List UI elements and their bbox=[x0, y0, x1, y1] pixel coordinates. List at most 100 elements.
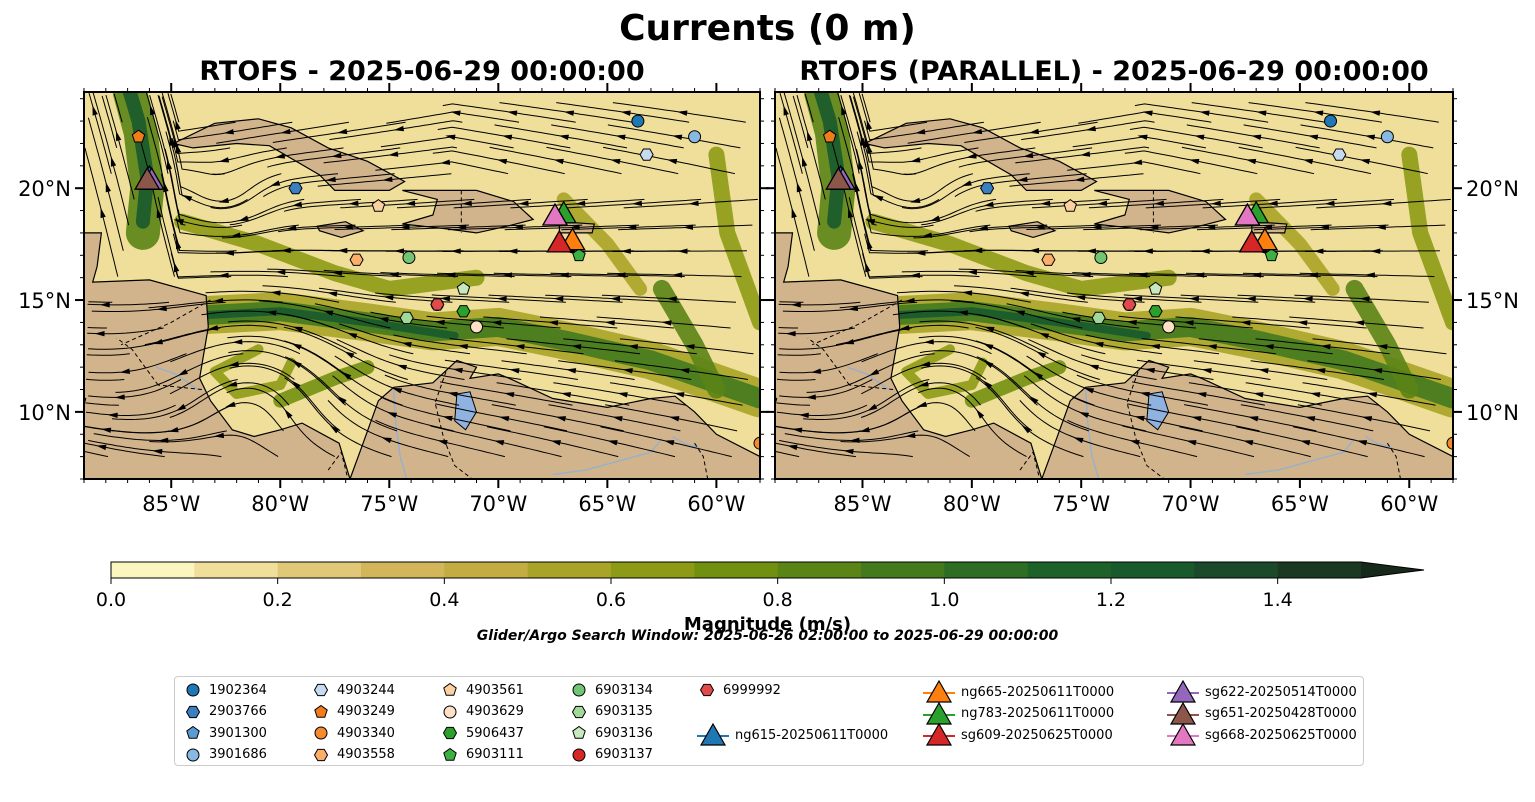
legend-label: sg668-20250625T0000 bbox=[1205, 727, 1357, 743]
float-4903629 bbox=[1162, 320, 1176, 334]
colorbar-label: Magnitude (m/s) bbox=[683, 614, 852, 635]
float-6999992 bbox=[430, 298, 445, 311]
colorbar-bin bbox=[777, 562, 862, 578]
legend-item-3901686: 3901686 bbox=[183, 745, 267, 765]
float-marker-icon bbox=[572, 683, 586, 697]
float-marker-icon bbox=[442, 726, 458, 740]
glider-triangle-icon bbox=[1167, 680, 1199, 703]
float-4903340 bbox=[1446, 436, 1453, 450]
legend-label: 6999992 bbox=[723, 682, 781, 698]
colorbar-bin bbox=[444, 562, 529, 578]
left-panel-title: RTOFS - 2025-06-29 00:00:00 bbox=[199, 56, 645, 87]
map-panels: 85°W 80°W 75°W 70°W 65°W 60°W10°N15°N20°N85°W… bbox=[18, 83, 1519, 516]
glider-sg668-20250625T0000 bbox=[1234, 202, 1261, 226]
legend-item-6903111: 6903111 bbox=[440, 745, 524, 765]
float-marker-icon bbox=[314, 704, 328, 718]
legend-label: 6903134 bbox=[595, 682, 653, 698]
x-tick-label: 65°W bbox=[1271, 492, 1329, 516]
right-panel-title: RTOFS (PARALLEL) - 2025-06-29 00:00:00 bbox=[799, 56, 1429, 87]
legend-label: 4903561 bbox=[466, 682, 524, 698]
float-marker-icon bbox=[186, 748, 200, 761]
colorbar-tick-label: 1.0 bbox=[929, 589, 959, 611]
legend-item-6999992: 6999992 bbox=[697, 680, 781, 700]
legend-label: 3901686 bbox=[209, 747, 267, 762]
colorbar-bin bbox=[1111, 562, 1195, 578]
colorbar-bin bbox=[944, 562, 1029, 578]
colorbar-bin bbox=[111, 562, 195, 578]
glider-triangle-icon bbox=[697, 723, 729, 746]
float-marker-icon bbox=[572, 725, 586, 739]
legend-item-ng615-20250611T0000: ng615-20250611T0000 bbox=[697, 723, 888, 747]
colorbar-bin bbox=[277, 562, 362, 578]
float-6903134 bbox=[402, 251, 416, 265]
colorbar-bin bbox=[194, 562, 279, 578]
x-tick-label: 85°W bbox=[142, 492, 200, 516]
search-window-note: Glider/Argo Search Window: 2025-06-26 02… bbox=[476, 628, 1059, 644]
y-tick-label: 15°N bbox=[1466, 289, 1519, 313]
legend-item-6903135: 6903135 bbox=[569, 702, 653, 722]
legend-item-4903340: 4903340 bbox=[311, 723, 395, 743]
legend-label: 3901300 bbox=[209, 725, 267, 741]
legend-label: ng783-20250611T0000 bbox=[961, 706, 1115, 721]
glider-sg668-20250625T0000 bbox=[541, 202, 569, 226]
legend-item-4903249: 4903249 bbox=[311, 702, 395, 722]
colorbar-bin bbox=[361, 562, 445, 578]
colorbar-tick-label: 0.8 bbox=[763, 589, 793, 611]
y-tick-label: 20°N bbox=[18, 177, 71, 201]
float-4903340 bbox=[753, 436, 760, 450]
legend-label: 4903629 bbox=[466, 704, 524, 719]
colorbar-bin bbox=[611, 562, 695, 578]
legend: 1902364 2903766 3901300 3901686 4903244 49032… bbox=[174, 676, 1364, 766]
float-4903561 bbox=[371, 198, 386, 212]
float-marker-icon bbox=[185, 705, 201, 718]
legend-label: ng665-20250611T0000 bbox=[961, 684, 1115, 700]
legend-label: 4903249 bbox=[337, 704, 395, 719]
float-marker-icon bbox=[443, 705, 457, 718]
colorbar-extend-arrow bbox=[1361, 562, 1424, 578]
glider-sg609-20250625T0000 bbox=[1238, 229, 1266, 253]
platform-markers bbox=[775, 114, 1453, 450]
legend-item-sg651-20250428T0000: sg651-20250428T0000 bbox=[1167, 701, 1357, 726]
colorbar-tick-label: 0.6 bbox=[596, 589, 626, 611]
y-tick-label: 10°N bbox=[1466, 401, 1519, 425]
legend-item-ng665-20250611T0000: ng665-20250611T0000 bbox=[923, 680, 1114, 704]
glider-triangle-icon bbox=[1167, 701, 1199, 725]
legend-item-4903244: 4903244 bbox=[311, 680, 395, 700]
float-1902364 bbox=[631, 114, 645, 128]
axis-ticks: 85°W 80°W 75°W 70°W 65°W 60°W 10°N 15°N 20°N bbox=[766, 83, 1519, 516]
float-4903561 bbox=[1063, 198, 1077, 212]
float-4903558 bbox=[1041, 253, 1056, 266]
legend-item-6903137: 6903137 bbox=[569, 745, 653, 765]
platform-markers bbox=[84, 114, 760, 450]
float-marker-icon bbox=[313, 683, 329, 697]
float-6903136 bbox=[1148, 281, 1163, 295]
legend-label: 4903244 bbox=[337, 682, 395, 698]
legend-item-3901300: 3901300 bbox=[183, 723, 267, 743]
float-marker-icon bbox=[313, 748, 329, 761]
float-4903558 bbox=[349, 253, 364, 266]
float-marker-icon bbox=[443, 682, 457, 696]
legend-label: 1902364 bbox=[209, 682, 267, 698]
legend-label: 6903135 bbox=[595, 704, 653, 719]
legend-item-4903561: 4903561 bbox=[440, 680, 524, 700]
float-4903244 bbox=[1332, 148, 1347, 161]
legend-item-sg622-20250514T0000: sg622-20250514T0000 bbox=[1167, 680, 1357, 704]
float-5906437 bbox=[456, 305, 471, 318]
glider-sg651-20250428T0000 bbox=[825, 166, 852, 190]
glider-triangle-icon bbox=[1167, 723, 1199, 746]
legend-label: sg622-20250514T0000 bbox=[1205, 684, 1357, 700]
y-tick-label: 15°N bbox=[18, 289, 71, 313]
colorbar-bin bbox=[1194, 562, 1279, 578]
float-4903629 bbox=[470, 320, 484, 334]
legend-item-5906437: 5906437 bbox=[440, 723, 524, 743]
float-marker-icon bbox=[699, 683, 715, 697]
legend-item-4903558: 4903558 bbox=[311, 745, 395, 765]
float-marker-icon bbox=[186, 725, 200, 739]
legend-label: 2903766 bbox=[209, 704, 267, 719]
legend-label: 4903558 bbox=[337, 747, 395, 762]
y-tick-label: 20°N bbox=[1466, 177, 1519, 201]
legend-label: sg609-20250625T0000 bbox=[961, 727, 1113, 743]
float-3901686 bbox=[1380, 130, 1394, 144]
legend-item-ng783-20250611T0000: ng783-20250611T0000 bbox=[923, 701, 1115, 726]
legend-item-6903136: 6903136 bbox=[569, 723, 653, 743]
